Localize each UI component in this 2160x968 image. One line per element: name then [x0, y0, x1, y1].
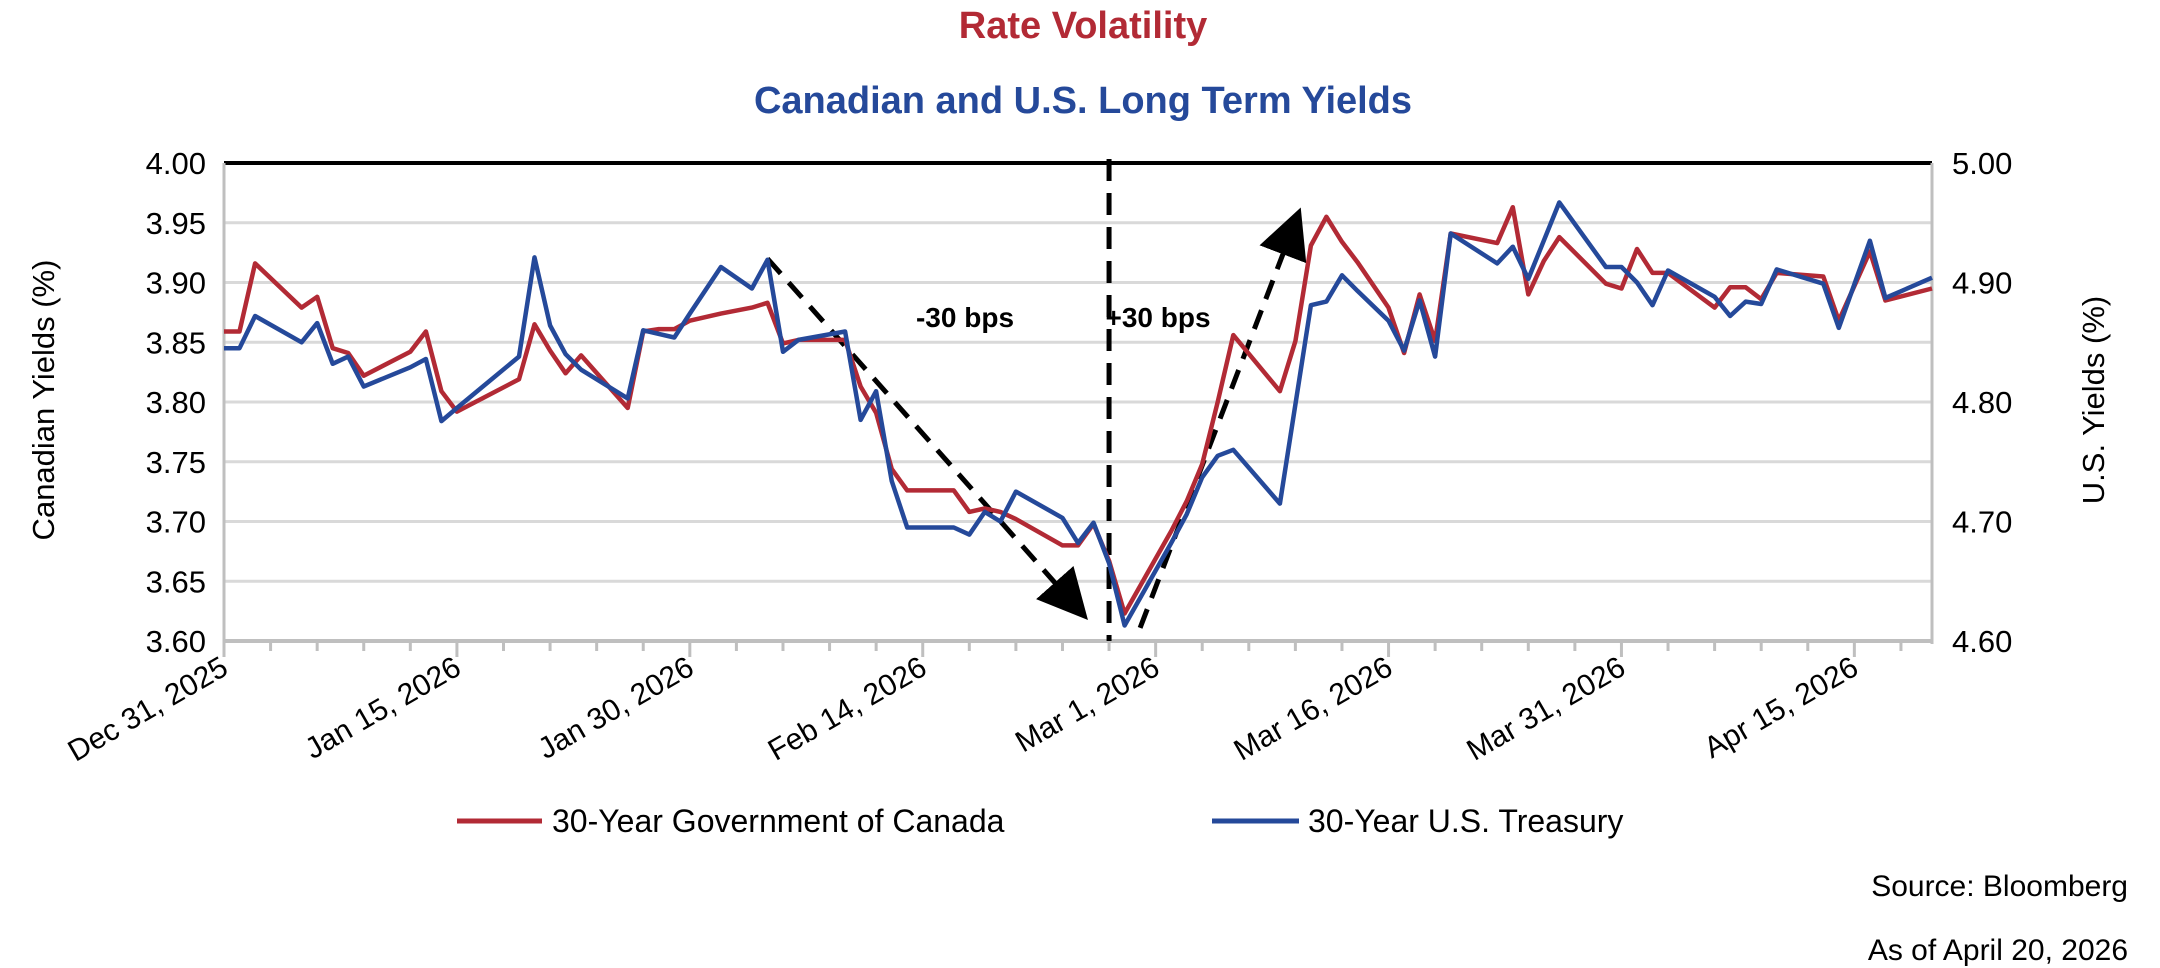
series-lines: [223, 200, 1933, 628]
y-tick-label-left: 3.85: [146, 325, 206, 360]
x-tick-label: Mar 1, 2026: [1010, 650, 1165, 759]
y-tick-label-left: 4.00: [146, 146, 206, 181]
y-tick-label-left: 3.70: [146, 505, 206, 540]
chart-title: Rate Volatility: [959, 5, 1207, 47]
x-tick-label: Jan 15, 2026: [300, 650, 467, 765]
x-tick-label: Apr 15, 2026: [1699, 650, 1864, 764]
y-tick-label-left: 3.95: [146, 206, 206, 241]
chart-subtitle: Canadian and U.S. Long Term Yields: [754, 80, 1412, 122]
down-arrow-label: -30 bps: [916, 302, 1014, 333]
down-trend-arrow: [765, 256, 1088, 620]
y-tick-label-left: 3.60: [146, 624, 206, 659]
y-tick-label-right: 4.60: [1952, 624, 2012, 659]
y-axis-title-right: U.S. Yields (%): [2076, 296, 2111, 504]
axes: 3.60 3.65 3.70 3.75 3.80 3.85 3.90 3.95 4.00 4.60…: [62, 146, 2012, 768]
legend-label-us: 30-Year U.S. Treasury: [1308, 803, 1623, 839]
y-tick-label-right: 4.80: [1952, 385, 2012, 420]
up-arrow-label: +30 bps: [1105, 302, 1210, 333]
up-trend-arrow: [1137, 207, 1307, 629]
x-tick-label: Feb 14, 2026: [763, 650, 933, 767]
y-tick-label-left: 3.80: [146, 385, 206, 420]
as-of-note: As of April 20, 2026: [1868, 934, 2128, 967]
gridlines: [224, 161, 1932, 643]
annotations: -30 bps +30 bps: [765, 159, 1307, 641]
x-tick-label: Mar 31, 2026: [1461, 650, 1631, 767]
legend: 30-Year Government of Canada 30-Year U.S…: [457, 803, 1623, 839]
y-tick-label-left: 3.65: [146, 564, 206, 599]
legend-label-canada: 30-Year Government of Canada: [552, 803, 1005, 839]
y-tick-label-right: 4.70: [1952, 505, 2012, 540]
x-tick-label: Dec 31, 2025: [62, 650, 233, 768]
y-tick-label-right: 5.00: [1952, 146, 2012, 181]
source-note: Source: Bloomberg: [1871, 870, 2128, 903]
x-tick-label: Jan 30, 2026: [533, 650, 700, 765]
series-line-us: [224, 200, 1933, 628]
series-line-canada: [224, 204, 1933, 616]
x-tick-label: Mar 16, 2026: [1228, 650, 1398, 767]
y-tick-label-left: 3.75: [146, 445, 206, 480]
y-axis-title-left: Canadian Yields (%): [26, 260, 61, 541]
y-tick-label-left: 3.90: [146, 266, 206, 301]
y-tick-label-right: 4.90: [1952, 266, 2012, 301]
